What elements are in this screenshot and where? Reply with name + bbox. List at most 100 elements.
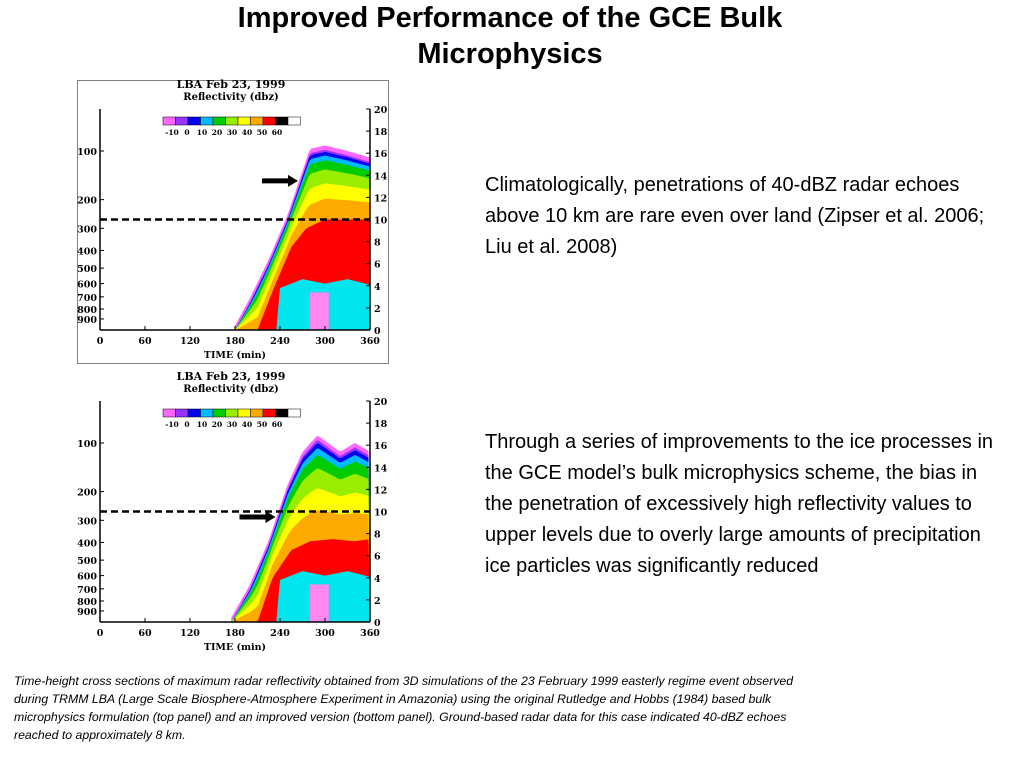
left-tick-label: 600 — [77, 280, 97, 291]
slide-title: Improved Performance of the GCE Bulk Mic… — [130, 0, 890, 72]
x-tick-label: 120 — [180, 336, 200, 347]
colorbar-label: 10 — [197, 128, 207, 137]
x-tick-label: 300 — [315, 336, 335, 347]
colorbar-swatch — [262, 116, 276, 126]
right-tick-label: 2 — [374, 304, 381, 315]
right-tick-label: 14 — [374, 171, 388, 182]
colorbar-swatch — [225, 408, 239, 418]
colorbar-swatch — [275, 408, 289, 418]
left-tick-label: 300 — [77, 224, 97, 235]
colorbar-swatch — [200, 116, 214, 126]
colorbar-label: 0 — [184, 420, 189, 429]
left-tick-label: 700 — [77, 585, 97, 596]
colorbar-swatch — [212, 116, 226, 126]
colorbar-swatch — [237, 116, 251, 126]
colorbar-swatch — [187, 408, 201, 418]
x-tick-label: 240 — [270, 628, 290, 639]
right-tick-label: 10 — [374, 216, 388, 227]
right-tick-label: 6 — [374, 260, 381, 271]
chart-subtitle: Reflectivity (dbz) — [183, 92, 278, 103]
left-tick-label: 800 — [77, 597, 97, 608]
chart-title: LBA Feb 23, 1999 — [177, 78, 286, 91]
x-tick-label: 0 — [97, 336, 104, 347]
right-tick-label: 14 — [374, 463, 388, 474]
left-tick-label: 300 — [77, 516, 97, 527]
chart-subtitle: Reflectivity (dbz) — [183, 384, 278, 395]
colorbar-swatch — [225, 116, 239, 126]
colorbar-label: 20 — [212, 420, 222, 429]
colorbar-swatch — [187, 116, 201, 126]
colorbar-label: 40 — [242, 128, 252, 137]
right-tick-label: 4 — [374, 282, 381, 293]
colorbar-swatch — [175, 116, 189, 126]
text-climatology: Climatologically, penetrations of 40-dBZ… — [485, 174, 985, 258]
arrow-head — [265, 511, 276, 524]
left-tick-label: 700 — [77, 293, 97, 304]
right-tick-label: 12 — [374, 485, 387, 496]
left-tick-label: 500 — [77, 556, 97, 567]
colorbar-swatch — [162, 116, 176, 126]
title-line-1: Improved Performance of the GCE Bulk — [237, 2, 783, 34]
right-tick-label: 10 — [374, 508, 388, 519]
left-tick-label: 900 — [77, 315, 97, 326]
right-tick-label: 0 — [374, 618, 381, 629]
right-tick-label: 18 — [374, 127, 388, 138]
colorbar-label: 30 — [227, 128, 237, 137]
right-tick-label: 4 — [374, 574, 381, 585]
title-line-2: Microphysics — [417, 38, 603, 70]
colorbar-label: 20 — [212, 128, 222, 137]
right-tick-label: 16 — [374, 441, 388, 452]
colorbar-swatch — [287, 116, 301, 126]
colorbar-label: 30 — [227, 420, 237, 429]
right-tick-label: 0 — [374, 326, 381, 337]
right-tick-label: 6 — [374, 552, 381, 563]
colorbar-swatch — [287, 408, 301, 418]
left-tick-label: 400 — [77, 538, 97, 549]
left-tick-label: 600 — [77, 572, 97, 583]
colorbar-label: -10 — [165, 420, 179, 429]
colorbar-label: 40 — [242, 420, 252, 429]
left-tick-label: 100 — [77, 439, 97, 450]
left-tick-label: 200 — [77, 488, 97, 499]
right-tick-label: 8 — [374, 238, 381, 249]
right-tick-label: 8 — [374, 530, 381, 541]
chart-title: LBA Feb 23, 1999 — [177, 370, 286, 383]
mask — [98, 400, 372, 401]
right-tick-label: 20 — [374, 105, 388, 116]
x-tick-label: 360 — [360, 628, 380, 639]
left-tick-label: 500 — [77, 264, 97, 275]
left-tick-label: 900 — [77, 607, 97, 618]
colorbar-label: -10 — [165, 128, 179, 137]
colorbar-swatch — [175, 408, 189, 418]
x-tick-label: 60 — [138, 336, 152, 347]
arrow-head — [288, 174, 298, 187]
x-tick-label: 180 — [225, 336, 245, 347]
x-tick-label: 120 — [180, 628, 200, 639]
colorbar-swatch — [212, 408, 226, 418]
left-tick-label: 200 — [77, 196, 97, 207]
left-tick-label: 400 — [77, 246, 97, 257]
colorbar-swatch — [262, 408, 276, 418]
text-improvements: Through a series of improvements to the … — [485, 431, 994, 577]
x-tick-label: 0 — [97, 628, 104, 639]
x-tick-label: 60 — [138, 628, 152, 639]
right-tick-label: 18 — [374, 419, 388, 430]
left-tick-label: 100 — [77, 147, 97, 158]
right-tick-label: 12 — [374, 193, 387, 204]
low-level-pink-region — [310, 584, 329, 622]
left-tick-label: 800 — [77, 305, 97, 316]
right-tick-label: 20 — [374, 397, 388, 408]
colorbar-label: 50 — [257, 420, 267, 429]
colorbar-label: 50 — [257, 128, 267, 137]
colorbar-swatch — [250, 116, 264, 126]
right-tick-label: 16 — [374, 149, 388, 160]
colorbar-swatch — [275, 116, 289, 126]
x-tick-label: 300 — [315, 628, 335, 639]
x-tick-label: 180 — [225, 628, 245, 639]
right-tick-label: 2 — [374, 596, 381, 607]
x-tick-label: 360 — [360, 336, 380, 347]
low-level-pink-region — [310, 292, 329, 330]
colorbar-swatch — [250, 408, 264, 418]
